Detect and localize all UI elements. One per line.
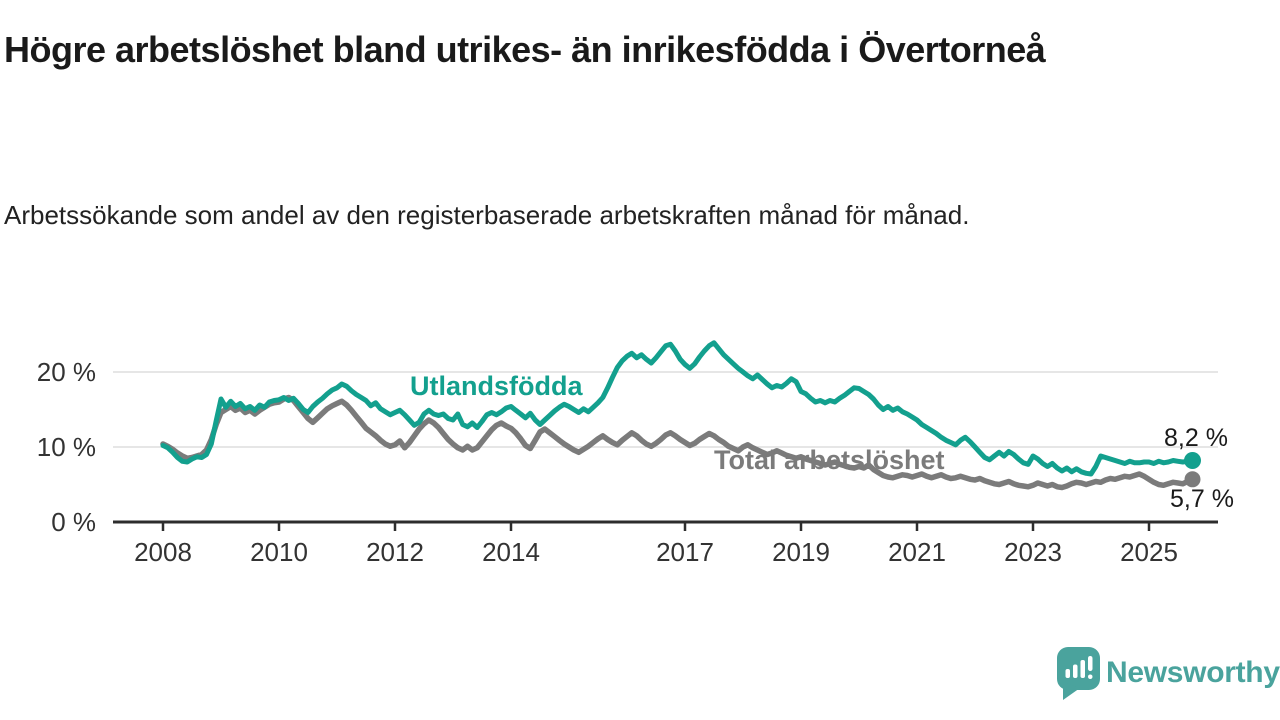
y-tick-label: 10 % — [36, 432, 96, 462]
end-value-total: 5,7 % — [1170, 485, 1234, 513]
newsworthy-brand-text: Newsworthy — [1106, 656, 1280, 689]
x-tick-label: 2008 — [134, 537, 192, 567]
line-total-arbetsloshet — [160, 394, 1196, 491]
x-tick-label: 2025 — [1120, 537, 1178, 567]
end-value-utlandsfodda: 8,2 % — [1164, 424, 1228, 452]
x-tick-label: 2014 — [482, 537, 540, 567]
end-dot-utlandsfodda — [1184, 452, 1201, 469]
newsworthy-brand: Newsworthy — [1056, 646, 1280, 704]
y-tick-label: 0 % — [51, 507, 96, 537]
x-tick-label: 2023 — [1004, 537, 1062, 567]
x-tick-label: 2012 — [366, 537, 424, 567]
x-tick-label: 2019 — [772, 537, 830, 567]
x-tick-label: 2021 — [888, 537, 946, 567]
x-axis — [113, 520, 1218, 531]
page-title: Högre arbetslöshet bland utrikes- än inr… — [4, 29, 1046, 70]
series-label-total: Total arbetslöshet — [714, 445, 945, 475]
line-utlandsfodda — [160, 340, 1195, 477]
x-tick-label: 2010 — [250, 537, 308, 567]
x-tick-label: 2017 — [656, 537, 714, 567]
newsworthy-logo-icon — [1057, 647, 1100, 700]
gridlines — [113, 371, 1218, 448]
series-label-utlandsfodda: Utlandsfödda — [410, 371, 583, 401]
end-dot-total — [1184, 471, 1201, 488]
y-tick-label: 20 % — [36, 357, 96, 387]
chart-subtitle: Arbetssökande som andel av den registerb… — [4, 200, 970, 230]
